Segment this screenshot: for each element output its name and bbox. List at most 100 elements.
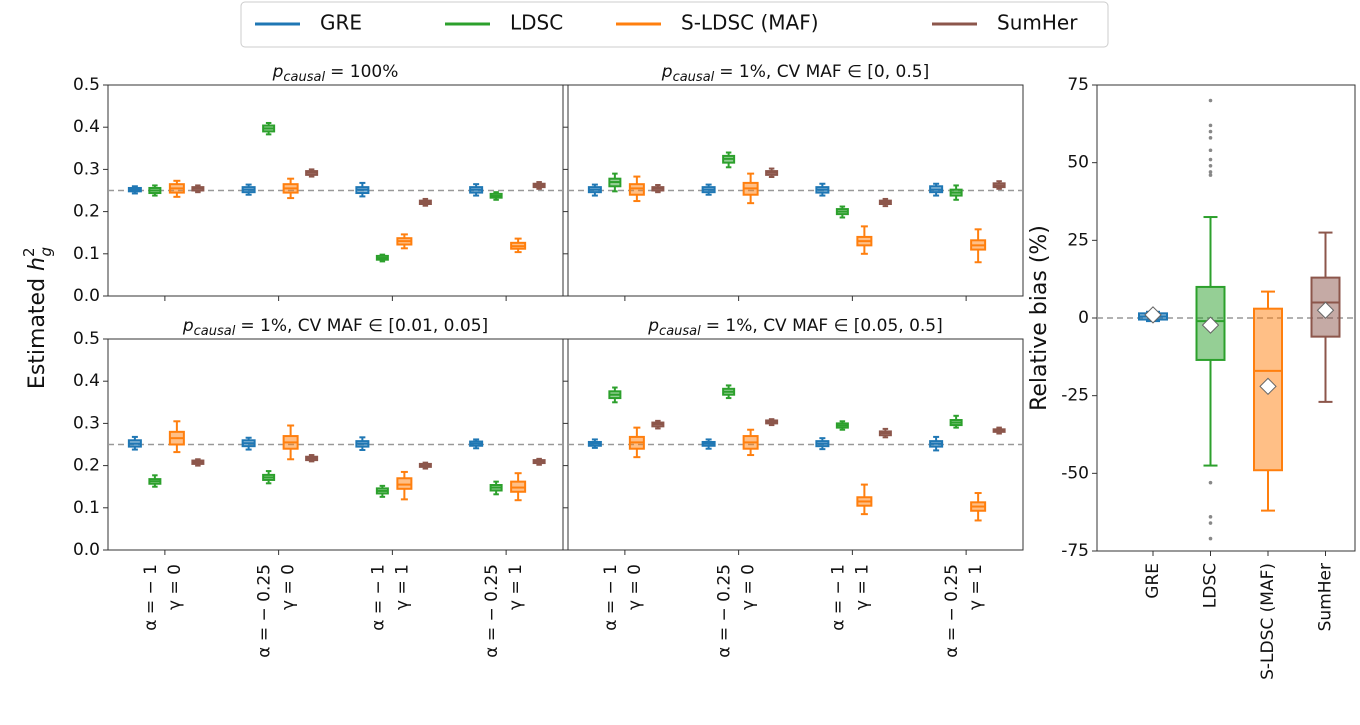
outlier bbox=[1208, 136, 1213, 140]
panel-title: pcausal = 1%, CV MAF ∈ [0.01, 0.05] bbox=[182, 316, 488, 339]
y-tick-label: 0.4 bbox=[73, 117, 100, 137]
box bbox=[992, 180, 1006, 190]
legend-label: SumHer bbox=[997, 11, 1078, 35]
box bbox=[469, 438, 484, 450]
outlier bbox=[1208, 536, 1213, 541]
outlier bbox=[1208, 123, 1213, 128]
outlier bbox=[1208, 515, 1213, 519]
box bbox=[1253, 290, 1283, 512]
box bbox=[856, 225, 873, 255]
title-text: = 1%, CV MAF ∈ [0.01, 0.05] bbox=[240, 316, 488, 336]
box bbox=[168, 420, 185, 454]
title-symbol: p bbox=[661, 62, 673, 82]
y-tick-label: 25 bbox=[1067, 230, 1089, 250]
box bbox=[742, 428, 759, 457]
box bbox=[628, 175, 645, 203]
mean-marker bbox=[1316, 301, 1335, 319]
outlier bbox=[1208, 157, 1213, 162]
box bbox=[127, 435, 142, 451]
outlier bbox=[1208, 521, 1213, 525]
outlier bbox=[1208, 480, 1213, 485]
x-tick-label: SumHer bbox=[1316, 563, 1336, 631]
box bbox=[1195, 216, 1226, 467]
box bbox=[651, 184, 665, 194]
y-tick-label: 0.5 bbox=[73, 329, 100, 349]
box bbox=[532, 457, 546, 466]
x-tick-label: α = − 1 bbox=[141, 564, 161, 631]
box bbox=[241, 183, 256, 196]
x-tick-label: α = − 0.25 bbox=[255, 564, 275, 658]
y-tick-label: 0 bbox=[1078, 308, 1089, 328]
y-tick-label: -25 bbox=[1061, 386, 1089, 406]
box-body bbox=[1195, 285, 1226, 361]
y-label-sup: 2 bbox=[20, 247, 38, 257]
panel-title: pcausal = 100% bbox=[272, 62, 399, 85]
x-tick-label: α = − 1 bbox=[601, 564, 621, 631]
panel-title: pcausal = 1%, CV MAF ∈ [0, 0.5] bbox=[661, 62, 929, 85]
box-body bbox=[396, 477, 413, 490]
x-tick-label: γ = 0 bbox=[279, 564, 299, 610]
y-tick-label: 75 bbox=[1067, 75, 1089, 95]
x-tick-label: LDSC bbox=[1201, 563, 1221, 608]
x-tick-label: γ = 1 bbox=[966, 564, 986, 610]
box bbox=[587, 438, 602, 449]
mean-marker bbox=[1144, 306, 1162, 324]
y-tick-label: 0.2 bbox=[73, 456, 100, 476]
outlier bbox=[1208, 148, 1213, 153]
title-text: = 100% bbox=[330, 62, 398, 82]
x-tick-label: α = − 1 bbox=[828, 564, 848, 631]
box bbox=[148, 474, 162, 488]
title-subscript: causal bbox=[194, 324, 236, 339]
y-tick-label: 0.1 bbox=[73, 244, 100, 264]
box bbox=[305, 168, 319, 178]
box bbox=[856, 483, 873, 516]
x-tick-label: γ = 0 bbox=[625, 564, 645, 610]
y-tick-label: -50 bbox=[1061, 463, 1089, 483]
box bbox=[396, 470, 413, 501]
box bbox=[701, 183, 716, 196]
box bbox=[835, 420, 849, 431]
y-axis-label: Estimated h2g bbox=[20, 247, 55, 389]
box bbox=[532, 181, 546, 190]
box bbox=[469, 183, 484, 197]
box bbox=[510, 472, 527, 502]
box bbox=[929, 435, 944, 452]
box bbox=[418, 197, 432, 207]
box bbox=[835, 205, 849, 219]
y-tick-label: 0.0 bbox=[73, 540, 100, 560]
box bbox=[970, 492, 987, 522]
box bbox=[355, 436, 370, 451]
box bbox=[992, 426, 1006, 435]
mean-marker bbox=[1201, 316, 1220, 334]
x-tick-label: S-LDSC (MAF) bbox=[1258, 563, 1278, 680]
box bbox=[949, 414, 963, 429]
legend-label: GRE bbox=[320, 11, 362, 35]
box bbox=[418, 461, 432, 470]
panel-title: pcausal = 1%, CV MAF ∈ [0.05, 0.5] bbox=[647, 316, 943, 339]
y-tick-label: 0.1 bbox=[73, 498, 100, 518]
box bbox=[375, 484, 389, 498]
outlier bbox=[1208, 163, 1213, 168]
box bbox=[815, 437, 830, 451]
y-tick-label: 0.4 bbox=[73, 371, 100, 391]
legend-label: S-LDSC (MAF) bbox=[681, 11, 819, 35]
title-subscript: causal bbox=[659, 324, 701, 339]
box bbox=[587, 183, 602, 197]
x-tick-label: γ = 1 bbox=[392, 564, 412, 610]
box bbox=[701, 438, 716, 450]
y-tick-label: 0.3 bbox=[73, 413, 100, 433]
y-tick-label: 50 bbox=[1067, 153, 1089, 173]
x-tick-label: α = − 0.25 bbox=[942, 564, 962, 658]
box bbox=[742, 172, 759, 205]
box bbox=[191, 458, 205, 467]
box bbox=[241, 436, 256, 451]
box bbox=[878, 197, 892, 208]
box bbox=[489, 191, 503, 201]
box-body bbox=[628, 183, 645, 196]
box bbox=[608, 386, 622, 404]
title-text: = 1%, CV MAF ∈ [0, 0.5] bbox=[719, 62, 929, 82]
box bbox=[282, 177, 299, 200]
y-tick-label: 0.3 bbox=[73, 159, 100, 179]
title-symbol: p bbox=[647, 316, 659, 336]
